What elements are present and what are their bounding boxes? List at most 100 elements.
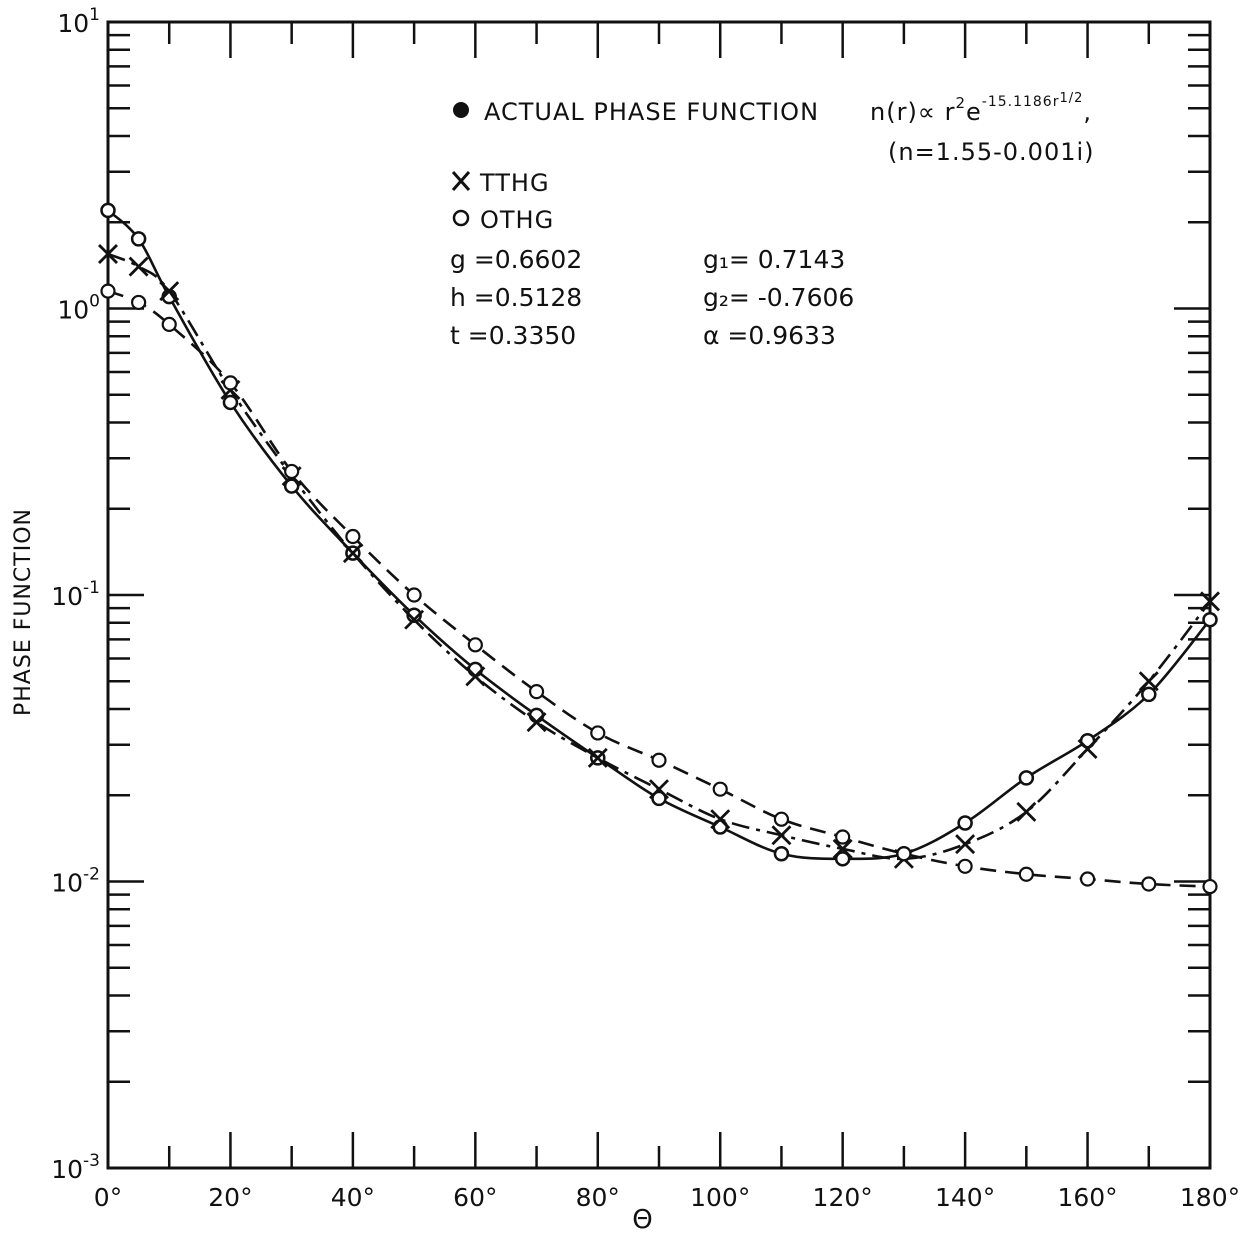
param-h: h =0.5128 (450, 283, 582, 312)
plot-border (106, 20, 1212, 1170)
data-point-othg (100, 283, 116, 299)
x-axis-title: Θ (632, 1205, 653, 1235)
data-point-x-stroke (465, 666, 486, 687)
data-point-x (649, 779, 669, 800)
legend-marker-tthg (451, 171, 471, 191)
x-tick-label: 120° (813, 1183, 873, 1212)
legend: ACTUAL PHASE FUNCTION n(r)∝ r2e-15.1186r… (450, 91, 1095, 350)
data-point-x (1138, 671, 1159, 692)
data-point-actual (957, 815, 973, 831)
data-point-x-stroke (1016, 801, 1037, 822)
data-point-x-stroke (159, 281, 180, 302)
x-tick-label: 180° (1180, 1183, 1240, 1212)
data-point-x (710, 809, 731, 830)
data-point-x (159, 281, 180, 302)
data-point-x-stroke (98, 243, 118, 264)
y-tick-label: 10-2 (51, 865, 100, 898)
data-point-x-stroke (710, 809, 731, 830)
data-point-othg (773, 811, 790, 827)
data-point-othg (131, 294, 147, 311)
data-point-othg (406, 587, 422, 603)
legend-marker-actual (453, 102, 469, 118)
param-alpha: α =0.9633 (703, 321, 836, 350)
data-point-actual (1018, 770, 1035, 786)
data-point-othg (345, 528, 361, 545)
data-point-x (98, 243, 118, 264)
param-t: t =0.3350 (450, 321, 576, 350)
legend-label-actual: ACTUAL PHASE FUNCTION (484, 98, 819, 126)
data-point-actual (1141, 686, 1157, 703)
data-point-actual (100, 202, 116, 219)
data-point-othg (1141, 876, 1157, 892)
y-tick-label: 100 (57, 292, 100, 325)
y-tick-label: 10-1 (51, 578, 100, 611)
data-point-x-stroke (404, 609, 425, 630)
data-point-actual (1202, 611, 1218, 628)
data-point-actual (834, 851, 851, 867)
data-point-x (771, 825, 792, 846)
legend-formula-actual: n(r)∝ r2e-15.1186r1/2, (870, 91, 1092, 126)
x-tick-label: 60° (453, 1183, 497, 1212)
data-point-othg (957, 858, 973, 874)
legend-label-tthg: TTHG (479, 169, 550, 197)
data-point-x-stroke (832, 838, 853, 859)
data-point-othg (528, 684, 545, 700)
param-g: g =0.6602 (450, 245, 582, 274)
x-tick-label: 80° (576, 1183, 620, 1212)
data-point-x-stroke (649, 779, 669, 800)
data-point-actual (651, 790, 667, 807)
legend-label-othg: OTHG (480, 206, 554, 234)
data-point-x (1016, 801, 1037, 822)
data-point-othg (896, 846, 912, 862)
legend-marker-othg (452, 209, 470, 227)
data-point-x (404, 609, 425, 630)
data-point-x-stroke (1077, 739, 1098, 760)
data-point-actual (773, 845, 790, 862)
y-axis-ticks: 101 100 10-1 10-2 10-3 (51, 5, 1210, 1184)
data-point-x (128, 256, 149, 277)
data-point-othg (284, 463, 300, 480)
data-point-x-stroke (1138, 671, 1159, 692)
plot-frame (106, 20, 1212, 1170)
data-point-x-stroke (771, 825, 792, 846)
series-layer (98, 202, 1220, 895)
data-point-x-stroke (342, 543, 363, 564)
y-tick-label: 101 (57, 5, 100, 38)
data-point-othg (1018, 866, 1034, 882)
data-point-x-stroke (587, 747, 608, 768)
data-point-x (465, 666, 486, 687)
data-point-actual (467, 661, 484, 678)
data-point-x-stroke (955, 834, 976, 855)
data-point-x-stroke (128, 256, 149, 277)
data-point-othg (651, 752, 667, 768)
data-point-x (1077, 739, 1098, 760)
data-point-othg (161, 316, 177, 333)
data-point-othg (712, 781, 728, 797)
data-point-othg (1202, 878, 1218, 895)
x-tick-label: 160° (1057, 1183, 1117, 1212)
x-tick-label: 0° (94, 1183, 122, 1212)
x-axis-ticks: 0° 20° 40° 60° 80° 100° 120° 140° 160° 180° (94, 22, 1240, 1212)
y-axis-title: PHASE FUNCTION (11, 508, 36, 716)
data-point-x (342, 543, 363, 564)
data-point-x (832, 838, 853, 859)
x-tick-label: 20° (208, 1183, 252, 1212)
data-point-actual (406, 607, 422, 623)
data-point-x (526, 712, 547, 733)
param-g2: g₂= -0.7606 (703, 283, 854, 312)
x-tick-label: 100° (690, 1183, 750, 1212)
x-tick-label: 40° (331, 1183, 375, 1212)
param-g1: g₁= 0.7143 (703, 245, 845, 274)
data-point-x-stroke (526, 712, 547, 733)
data-point-othg (467, 637, 483, 653)
x-tick-label: 140° (935, 1183, 995, 1212)
data-point-othg (835, 829, 851, 845)
data-point-actual (130, 231, 147, 247)
data-point-x (587, 747, 608, 768)
data-point-othg (1079, 871, 1096, 887)
data-point-x-stroke (1200, 591, 1220, 612)
data-point-actual (222, 394, 239, 411)
legend-index-actual: (n=1.55-0.001i) (888, 138, 1095, 166)
data-point-x (955, 834, 976, 855)
